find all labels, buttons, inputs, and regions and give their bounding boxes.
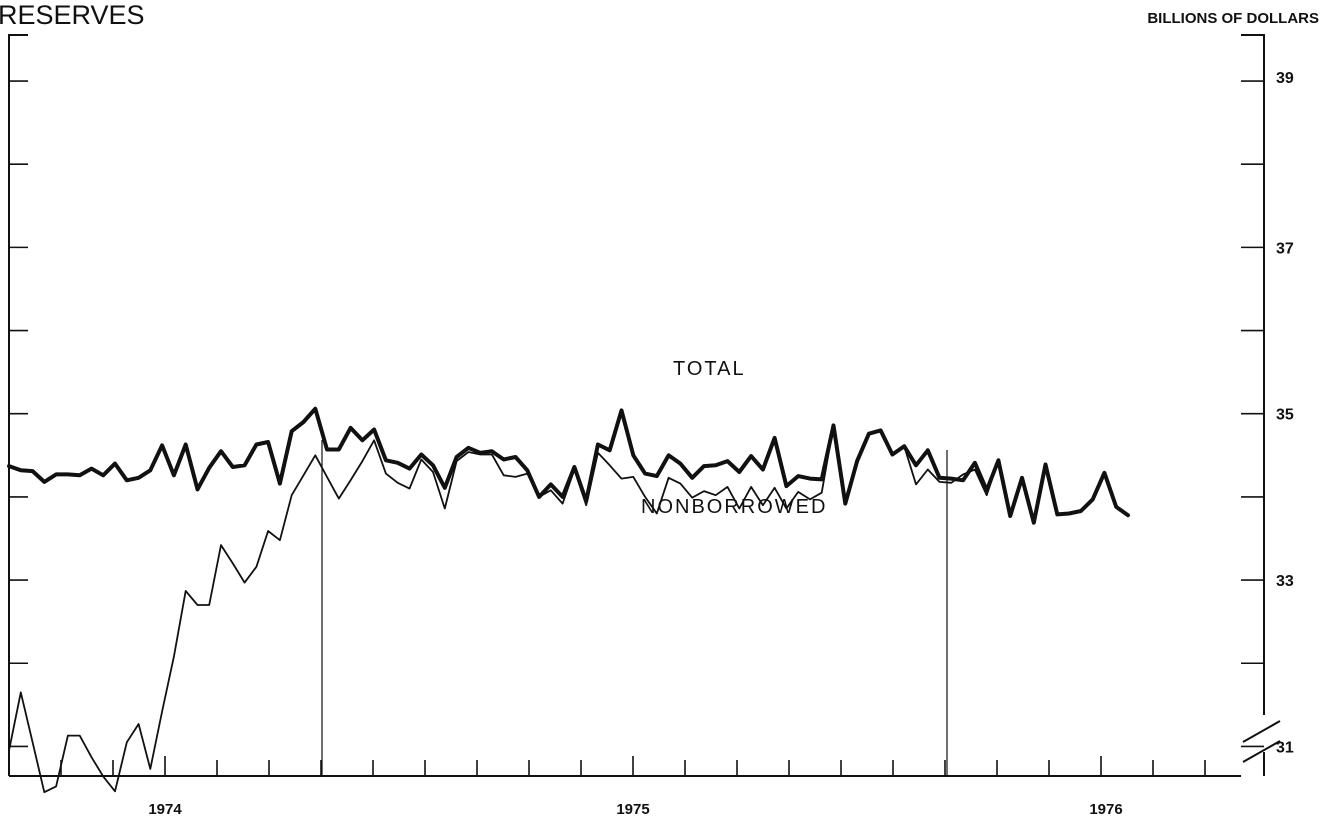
right-axis xyxy=(1241,34,1265,715)
axis-break-mark-lower xyxy=(1242,740,1281,763)
reference-lines xyxy=(321,440,948,776)
y-tick-label-31: 31 xyxy=(1276,739,1294,756)
y-tick-label-39: 39 xyxy=(1276,70,1294,87)
series-line-total xyxy=(7,406,1130,525)
chart-title: RESERVES xyxy=(0,0,145,30)
x-label-1974: 1974 xyxy=(148,801,182,818)
plot-frame xyxy=(8,34,1281,777)
y-tick-label-37: 37 xyxy=(1276,240,1294,257)
y-axis-ticks xyxy=(9,80,1264,748)
left-axis xyxy=(8,34,28,776)
x-axis-labels: 1974 1975 1976 xyxy=(148,801,1122,818)
y-axis-tick-labels: 31 33 35 37 39 xyxy=(1276,70,1294,756)
y-tick-label-33: 33 xyxy=(1276,573,1294,590)
x-label-1976: 1976 xyxy=(1089,801,1122,818)
series-label-total: TOTAL xyxy=(673,358,746,380)
axis-break-mark-upper xyxy=(1242,720,1281,743)
y-axis-unit-label: BILLIONS OF DOLLARS xyxy=(1147,10,1319,27)
x-label-1975: 1975 xyxy=(616,801,649,818)
y-tick-label-35: 35 xyxy=(1276,407,1294,424)
series-label-nonborrowed: NONBORROWED xyxy=(641,496,827,518)
x-axis-ticks xyxy=(60,756,1206,776)
